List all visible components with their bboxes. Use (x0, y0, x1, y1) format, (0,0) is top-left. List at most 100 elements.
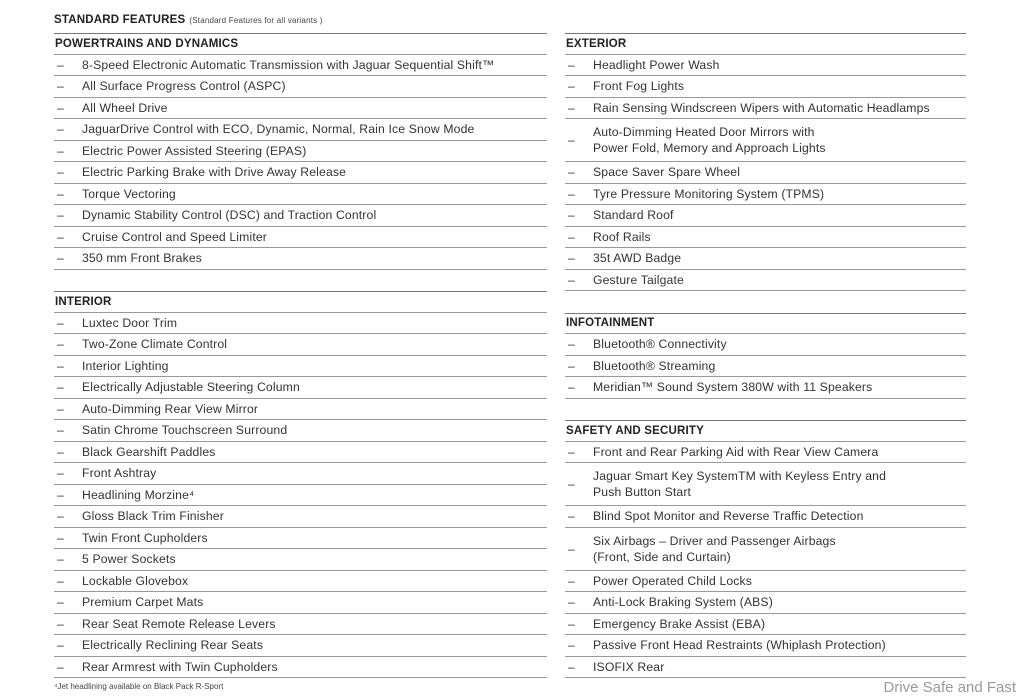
feature-item: – Front and Rear Parking Aid with Rear Vi… (565, 442, 966, 463)
section-heading-powertrains-and-dynamics: POWERTRAINS AND DYNAMICS (54, 33, 547, 55)
feature-item: – Auto-Dimming Rear View Mirror (54, 399, 547, 420)
feature-text: Electric Parking Brake with Drive Away R… (82, 165, 347, 180)
bullet-dash: – (568, 638, 575, 653)
feature-text: All Surface Progress Control (ASPC) (82, 79, 286, 94)
feature-text: Electric Power Assisted Steering (EPAS) (82, 143, 307, 158)
feature-text: Power Operated Child Locks (593, 573, 753, 588)
bullet-dash: – (57, 315, 64, 330)
page-subtitle: (Standard Features for all variants ) (189, 16, 323, 25)
feature-item: – 5 Power Sockets (54, 549, 547, 571)
feature-item: – Roof Rails (565, 227, 966, 248)
bullet-dash: – (568, 79, 575, 94)
feature-item: – All Wheel Drive (54, 98, 547, 119)
left-stack: POWERTRAINS AND DYNAMICS – 8-Speed Electro… (54, 33, 547, 678)
bullet-dash: – (57, 487, 64, 502)
bullet-dash: – (568, 272, 575, 287)
bullet-dash: – (57, 186, 64, 201)
bullet-dash: – (57, 444, 64, 459)
feature-text: Rear Armrest with Twin Cupholders (82, 659, 278, 674)
feature-item: – Dynamic Stability Control (DSC) and Tra… (54, 205, 547, 227)
feature-item: – Black Gearshift Paddles (54, 442, 547, 463)
feature-text: Six Airbags – Driver and Passenger Airba… (593, 533, 836, 564)
bullet-dash: – (568, 573, 575, 588)
section-heading-infotainment: INFOTAINMENT (565, 312, 966, 334)
feature-item: – Rear Seat Remote Release Levers (54, 614, 547, 635)
feature-text: Front Ashtray (82, 466, 157, 481)
feature-text: Roof Rails (593, 229, 651, 244)
feature-item: – Anti-Lock Braking System (ABS) (565, 592, 966, 614)
bullet-dash: – (57, 509, 64, 524)
bullet-dash: – (57, 100, 64, 115)
feature-item: – Front Fog Lights (565, 76, 966, 98)
feature-text: Blind Spot Monitor and Reverse Traffic D… (593, 509, 864, 524)
feature-item: – Standard Roof (565, 205, 966, 227)
feature-item: – Meridian™ Sound System 380W with 11 Spe… (565, 377, 966, 399)
bullet-dash: – (568, 444, 575, 459)
feature-text: ISOFIX Rear (593, 659, 665, 674)
feature-text: Tyre Pressure Monitoring System (TPMS) (593, 186, 825, 201)
feature-item: – Luxtec Door Trim (54, 313, 547, 334)
bullet-dash: – (568, 208, 575, 223)
page-title: STANDARD FEATURES (Standard Features for … (54, 14, 323, 26)
feature-item: – Rain Sensing Windscreen Wipers with Aut… (565, 98, 966, 119)
feature-item: – Tyre Pressure Monitoring System (TPMS) (565, 184, 966, 205)
feature-item: – Cruise Control and Speed Limiter (54, 227, 547, 248)
bullet-dash: – (57, 229, 64, 244)
bullet-dash: – (568, 100, 575, 115)
feature-item: – Two-Zone Climate Control (54, 334, 547, 356)
bullet-dash: – (568, 595, 575, 610)
bullet-dash: – (568, 541, 575, 556)
feature-item: – 8-Speed Electronic Automatic Transmissi… (54, 55, 547, 76)
section-spacer (565, 291, 966, 313)
feature-text: Satin Chrome Touchscreen Surround (82, 423, 288, 438)
feature-text: Luxtec Door Trim (82, 315, 178, 330)
feature-item: – Passive Front Head Restraints (Whiplash… (565, 635, 966, 657)
feature-text: Electrically Adjustable Steering Column (82, 380, 300, 395)
feature-text: Gloss Black Trim Finisher (82, 509, 224, 524)
feature-item: – ISOFIX Rear (565, 657, 966, 678)
feature-item: – Lockable Glovebox (54, 571, 547, 592)
feature-item: – Headlight Power Wash (565, 55, 966, 76)
bullet-dash: – (57, 638, 64, 653)
feature-item: – All Surface Progress Control (ASPC) (54, 76, 547, 98)
bullet-dash: – (57, 401, 64, 416)
bullet-dash: – (568, 165, 575, 180)
bullet-dash: – (57, 573, 64, 588)
bullet-dash: – (57, 122, 64, 137)
feature-text: 8-Speed Electronic Automatic Transmissio… (82, 57, 495, 72)
bullet-dash: – (568, 477, 575, 491)
watermark: Drive Safe and Fast (883, 679, 1016, 696)
feature-text: Front and Rear Parking Aid with Rear Vie… (593, 444, 879, 459)
feature-text: Headlight Power Wash (593, 57, 720, 72)
feature-text: Electrically Reclining Rear Seats (82, 638, 264, 653)
feature-item: – Six Airbags – Driver and Passenger Airb… (565, 528, 966, 571)
feature-item: – Torque Vectoring (54, 184, 547, 205)
bullet-dash: – (568, 616, 575, 631)
feature-text: Auto-Dimming Heated Door Mirrors with Pow… (593, 125, 826, 155)
feature-text: Auto-Dimming Rear View Mirror (82, 401, 259, 416)
bullet-dash: – (57, 165, 64, 180)
right-stack: EXTERIOR – Headlight Power Wash – Front Fog … (565, 33, 966, 678)
feature-text: Twin Front Cupholders (82, 530, 208, 545)
feature-item: – JaguarDrive Control with ECO, Dynamic, … (54, 119, 547, 141)
feature-item: – Front Ashtray (54, 463, 547, 485)
feature-item: – Auto-Dimming Heated Door Mirrors with Po… (565, 119, 966, 162)
feature-item: – Space Saver Spare Wheel (565, 162, 966, 184)
feature-text: Two-Zone Climate Control (82, 337, 228, 352)
bullet-dash: – (57, 57, 64, 72)
feature-text: Bluetooth® Connectivity (593, 337, 727, 352)
feature-text: Torque Vectoring (82, 186, 176, 201)
feature-text: Premium Carpet Mats (82, 595, 204, 610)
feature-text: Anti-Lock Braking System (ABS) (593, 595, 773, 610)
feature-item: – Gloss Black Trim Finisher (54, 506, 547, 528)
feature-item: – 35t AWD Badge (565, 248, 966, 270)
bullet-dash: – (568, 380, 575, 395)
bullet-dash: – (57, 552, 64, 567)
bullet-dash: – (568, 57, 575, 72)
section-spacer (565, 399, 966, 421)
feature-text: Black Gearshift Paddles (82, 444, 216, 459)
section-heading-exterior: EXTERIOR (565, 33, 966, 55)
bullet-dash: – (57, 358, 64, 373)
bullet-dash: – (57, 466, 64, 481)
feature-text: Rain Sensing Windscreen Wipers with Auto… (593, 100, 930, 115)
